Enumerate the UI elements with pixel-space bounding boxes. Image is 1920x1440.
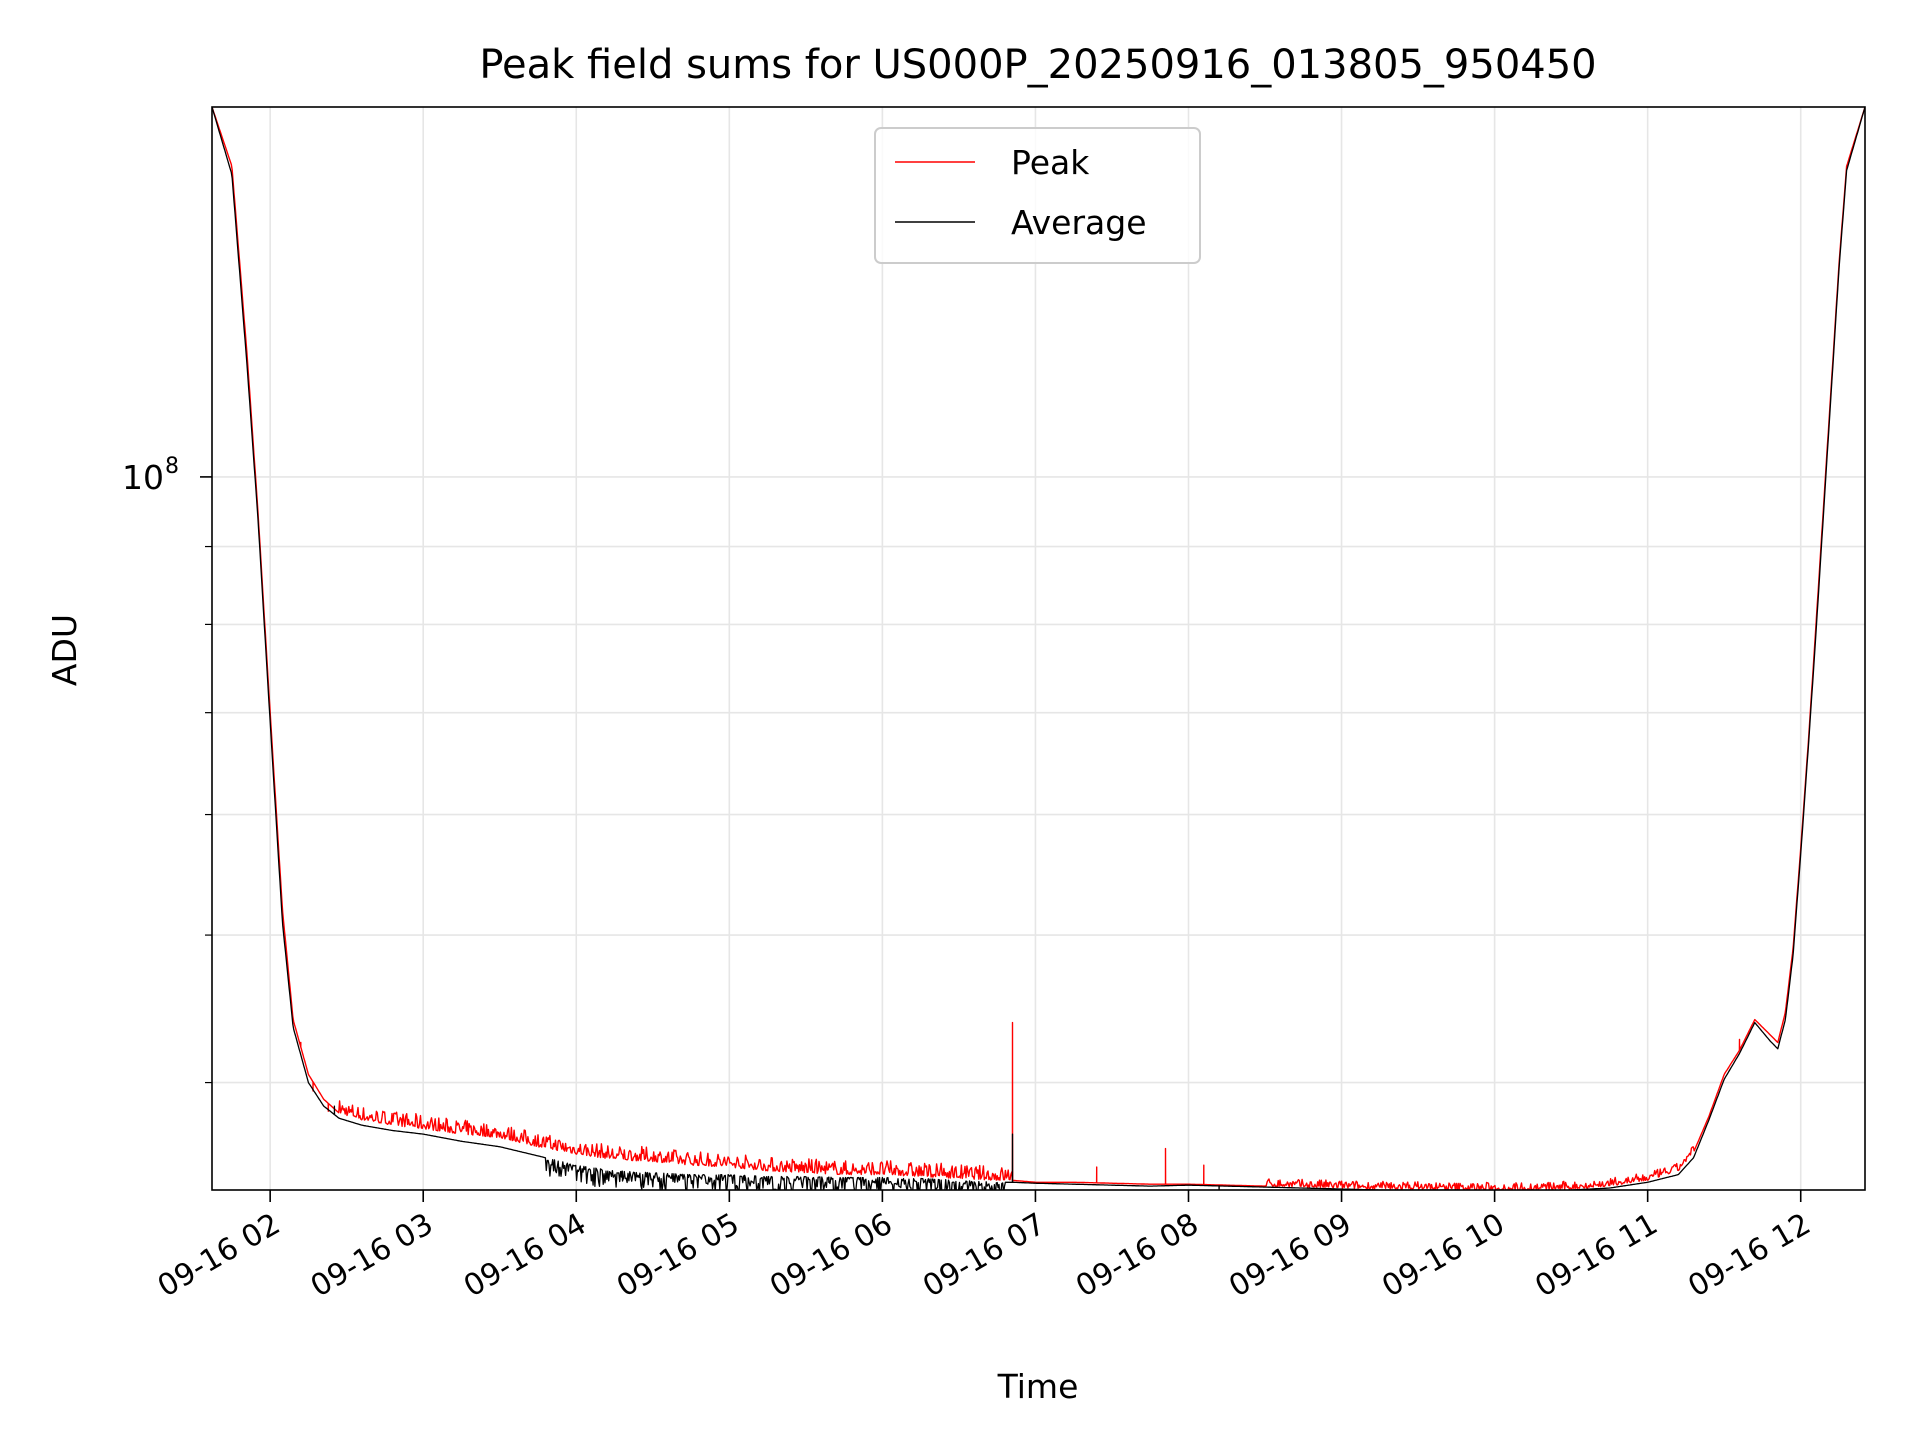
series-layer (212, 107, 1865, 1190)
plot-area (212, 107, 1865, 1190)
axes-frame (211, 106, 1866, 1191)
y-tick-label-base: 10 (122, 458, 164, 497)
y-tick-label-exponent: 8 (165, 454, 179, 479)
series-line-peak (212, 107, 1865, 1190)
legend-label-peak: Peak (1011, 143, 1090, 182)
chart-title: Peak field sums for US000P_20250916_0138… (479, 42, 1596, 88)
y-axis-label: ADU (45, 614, 84, 686)
y-axis: 10 8 (122, 454, 212, 1084)
legend: Peak Average (874, 127, 1201, 264)
x-axis-label: Time (997, 1367, 1079, 1406)
grid (212, 107, 1865, 1190)
legend-label-average: Average (1011, 203, 1147, 242)
series-line-average (212, 107, 1865, 1190)
